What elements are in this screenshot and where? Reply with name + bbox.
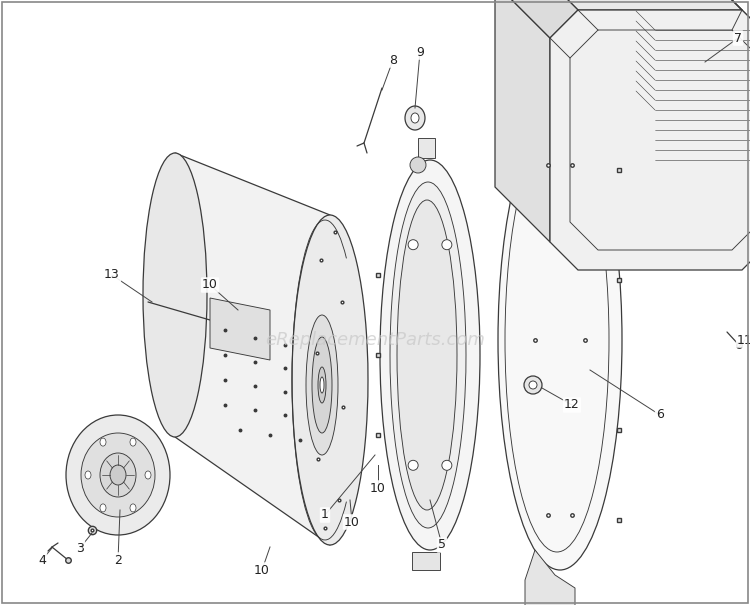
Polygon shape <box>412 552 440 570</box>
Ellipse shape <box>390 182 466 528</box>
Text: 11: 11 <box>737 333 750 347</box>
Ellipse shape <box>143 153 207 437</box>
Text: 10: 10 <box>202 278 218 292</box>
Polygon shape <box>550 10 750 270</box>
Polygon shape <box>175 153 330 545</box>
Ellipse shape <box>318 367 326 403</box>
Ellipse shape <box>292 215 368 545</box>
Ellipse shape <box>312 337 332 433</box>
Text: 4: 4 <box>38 554 46 566</box>
Ellipse shape <box>130 438 136 446</box>
Ellipse shape <box>81 433 155 517</box>
Text: 10: 10 <box>254 563 270 577</box>
Ellipse shape <box>320 377 324 393</box>
Polygon shape <box>210 298 270 360</box>
Text: 1: 1 <box>321 508 329 522</box>
Ellipse shape <box>411 113 419 123</box>
Ellipse shape <box>130 504 136 512</box>
Text: 6: 6 <box>656 408 664 422</box>
Ellipse shape <box>529 381 537 389</box>
Ellipse shape <box>408 240 419 250</box>
Text: 10: 10 <box>370 482 386 494</box>
Text: 7: 7 <box>734 31 742 45</box>
Ellipse shape <box>100 453 136 497</box>
Ellipse shape <box>408 460 419 470</box>
Polygon shape <box>495 0 578 38</box>
Text: 2: 2 <box>114 554 122 566</box>
Polygon shape <box>523 0 742 10</box>
Ellipse shape <box>498 110 622 570</box>
Text: 5: 5 <box>438 538 446 552</box>
Ellipse shape <box>100 438 106 446</box>
Ellipse shape <box>397 200 457 510</box>
Polygon shape <box>525 550 575 605</box>
Polygon shape <box>495 0 550 242</box>
Text: 12: 12 <box>564 399 580 411</box>
Ellipse shape <box>110 465 126 485</box>
Ellipse shape <box>524 376 542 394</box>
Ellipse shape <box>405 106 425 130</box>
Ellipse shape <box>410 157 426 173</box>
Polygon shape <box>418 138 435 158</box>
Ellipse shape <box>442 240 452 250</box>
Ellipse shape <box>306 315 338 455</box>
Text: 8: 8 <box>389 53 397 67</box>
Ellipse shape <box>145 471 151 479</box>
Ellipse shape <box>85 471 91 479</box>
Text: 3: 3 <box>76 541 84 555</box>
Ellipse shape <box>380 160 480 550</box>
Text: 13: 13 <box>104 269 120 281</box>
Ellipse shape <box>66 415 170 535</box>
Ellipse shape <box>100 504 106 512</box>
Text: eReplacementParts.com: eReplacementParts.com <box>265 331 485 349</box>
Text: 9: 9 <box>416 45 424 59</box>
Text: 10: 10 <box>344 515 360 529</box>
Ellipse shape <box>442 460 452 470</box>
